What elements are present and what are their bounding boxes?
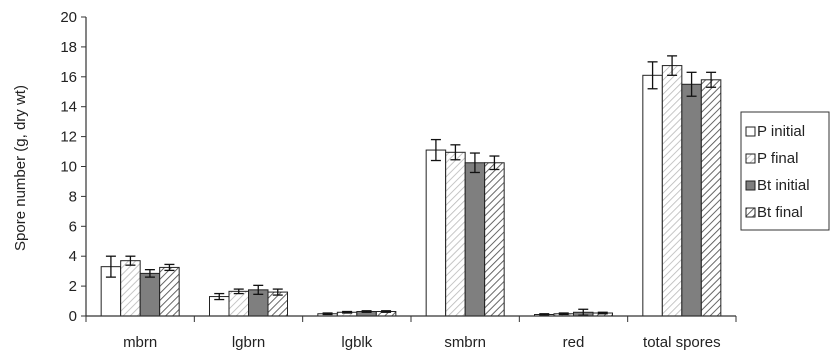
bar	[425, 149, 447, 317]
y-tick-label: 20	[60, 9, 77, 26]
legend-label: Bt final	[757, 204, 803, 221]
y-tick-label: 16	[60, 69, 77, 86]
bar	[661, 65, 683, 317]
y-tick-label: 18	[60, 39, 77, 56]
category-label: lgblk	[341, 334, 372, 351]
y-tick-label: 14	[60, 99, 77, 116]
axes	[85, 17, 736, 317]
category-label: mbrn	[123, 334, 157, 351]
category-labels: mbrn lgbrn lgblk smbrn red total spores	[85, 316, 737, 351]
bar	[681, 83, 702, 317]
bar	[228, 290, 249, 317]
legend-label: Bt initial	[757, 177, 810, 194]
bar	[464, 162, 486, 317]
legend-swatch	[745, 126, 756, 137]
y-axis-title: Spore number (g, dry wt)	[12, 85, 29, 251]
legend-label: P initial	[757, 123, 805, 140]
category-label: total spores	[643, 334, 721, 351]
y-axis-ticks: 0 2 4 6 8 10 12 14 16 18 20	[60, 9, 86, 325]
y-tick-label: 0	[69, 308, 77, 325]
category-label: lgbrn	[232, 334, 265, 351]
y-tick-label: 2	[69, 278, 77, 295]
legend-swatch	[745, 153, 756, 164]
legend-swatch	[745, 207, 756, 218]
y-tick-label: 4	[69, 248, 77, 265]
bar	[700, 79, 722, 317]
bar	[139, 272, 161, 317]
legend-swatch	[745, 180, 756, 191]
legend: P initial P final Bt initial Bt final	[740, 111, 830, 231]
y-tick-label: 8	[69, 188, 77, 205]
category-label: smbrn	[444, 334, 486, 351]
bar	[642, 74, 663, 317]
bar	[159, 266, 180, 317]
bar	[120, 260, 141, 317]
bar	[445, 151, 466, 317]
y-tick-label: 6	[69, 218, 77, 235]
bar-series-group	[100, 55, 722, 317]
bar	[484, 162, 505, 317]
category-label: red	[563, 334, 585, 351]
y-tick-label: 10	[60, 159, 77, 176]
legend-label: P final	[757, 150, 798, 167]
legend-frame	[740, 111, 830, 231]
y-tick-label: 12	[60, 129, 77, 146]
